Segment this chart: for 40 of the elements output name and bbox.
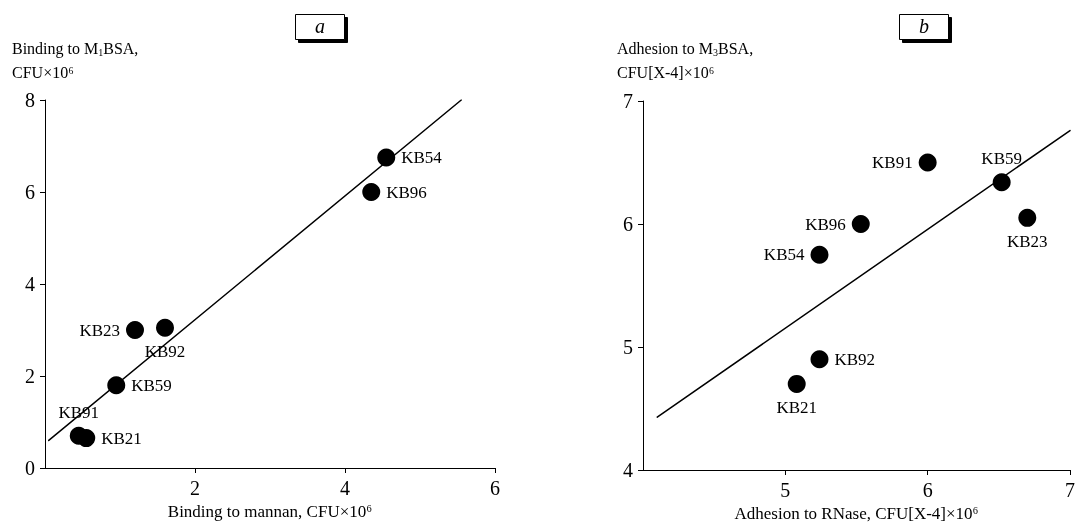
- point: [810, 245, 829, 264]
- y-tick-label: 7: [623, 90, 633, 112]
- y-tick-label: 0: [25, 457, 35, 479]
- data-label: KB23: [1006, 231, 1048, 251]
- y-tick-label: 2: [25, 365, 35, 387]
- data-label: KB59: [131, 375, 172, 395]
- point: [1018, 208, 1037, 227]
- y-tick-label: 4: [623, 459, 633, 481]
- x-tick-label: 5: [780, 479, 791, 501]
- x-tick-label: 7: [1065, 479, 1075, 501]
- data-label: KB54: [401, 148, 443, 167]
- data-label: KB54: [763, 245, 805, 265]
- y-tick-label: 6: [623, 213, 633, 235]
- chart-title: a: [315, 15, 325, 37]
- data-label: KB96: [805, 214, 846, 234]
- y-tick-label: 5: [623, 336, 633, 358]
- point: [362, 183, 381, 201]
- data-label: KB92: [834, 349, 876, 369]
- point: [851, 215, 870, 233]
- x-axis-title: Adhesion to RNase, CFU[X-4]×10⁶: [734, 503, 979, 523]
- point: [126, 321, 144, 339]
- x-tick-label: 2: [190, 477, 200, 499]
- data-label: KB59: [981, 149, 1022, 169]
- x-axis-title: Binding to mannan, CFU×10⁶: [167, 501, 373, 521]
- x-tick-label: 6: [490, 477, 500, 499]
- chart-title: b: [919, 15, 929, 37]
- x-tick-label: 6: [922, 479, 933, 501]
- x-tick-label: 4: [340, 477, 350, 499]
- point: [787, 374, 806, 393]
- data-label: KB23: [79, 320, 120, 340]
- point: [156, 318, 174, 337]
- y-tick-label: 4: [25, 273, 35, 295]
- data-label: KB21: [776, 397, 818, 417]
- point: [918, 153, 937, 172]
- data-label: KB96: [386, 182, 427, 202]
- data-label: KB91: [872, 153, 913, 172]
- y-tick-label: 6: [25, 181, 35, 203]
- y-tick-label: 8: [25, 89, 35, 111]
- point: [810, 350, 829, 369]
- data-label: KB21: [101, 428, 142, 448]
